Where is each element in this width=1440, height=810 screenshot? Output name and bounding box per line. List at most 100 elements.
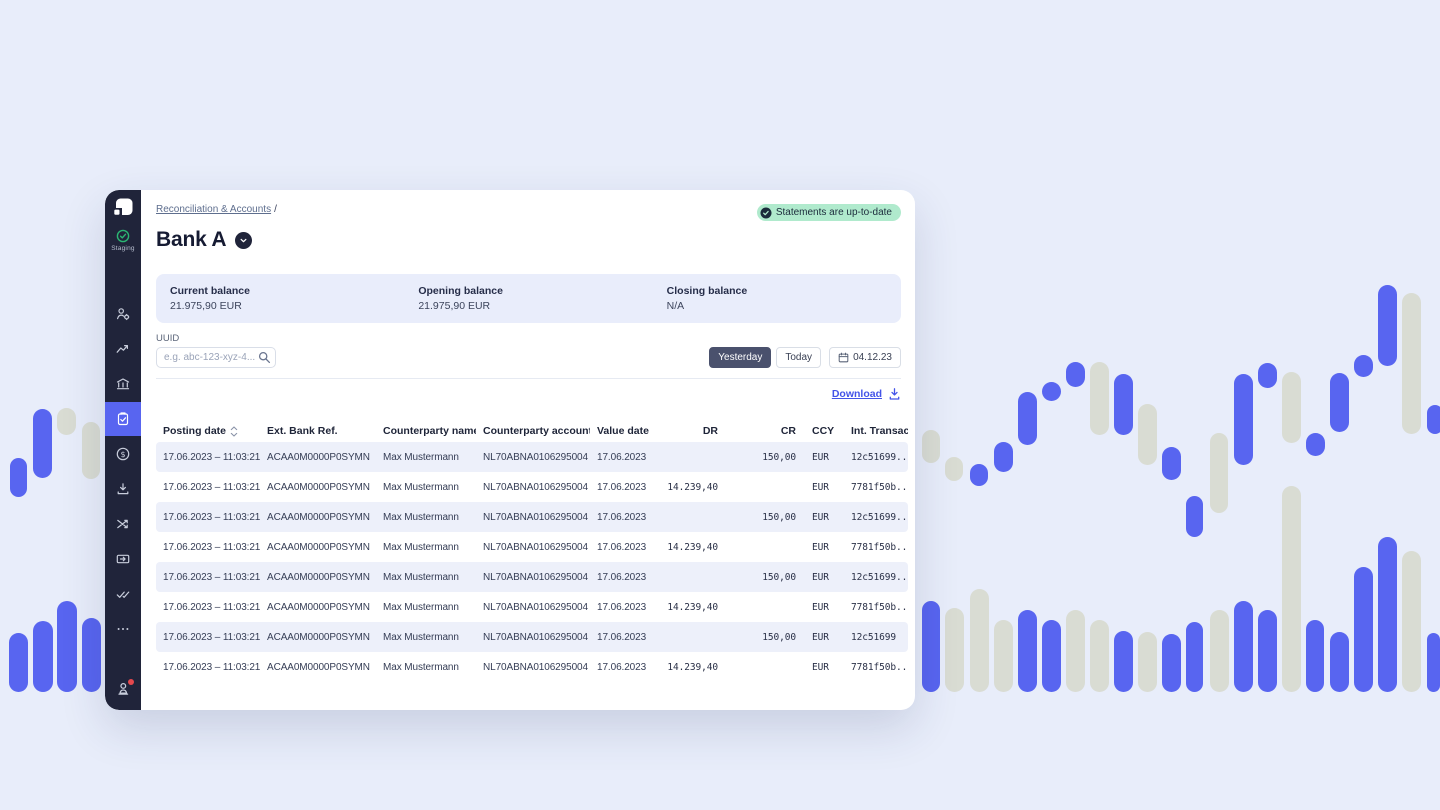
column-header: CR	[780, 425, 796, 437]
sidebar-item-analytics[interactable]	[115, 341, 131, 357]
decor-bar	[1210, 433, 1228, 513]
uuid-filter: UUID	[156, 333, 276, 368]
balance-panel: Current balance 21.975,90 EUR Opening bala…	[156, 274, 901, 323]
sidebar-item-user-settings[interactable]	[115, 306, 131, 322]
column-header: Value date	[597, 425, 649, 437]
cell-ext_bank_ref: ACAA0M0000P0SYMN	[267, 511, 370, 523]
download-tray-icon	[117, 483, 129, 495]
cell-value_date: 17.06.2023	[597, 541, 647, 553]
cell-counterparty_name: Max Mustermann	[383, 451, 459, 463]
badge-check-icon	[760, 207, 772, 218]
table-row[interactable]: 17.06.2023 – 11:03:21 ACAA0M0000P0SYMN Max…	[156, 502, 908, 532]
clipboard-check-icon	[117, 412, 129, 426]
date-picker-button[interactable]: 04.12.23	[829, 347, 901, 368]
balance-label: Current balance	[170, 285, 250, 297]
sidebar-item-more[interactable]	[115, 621, 131, 637]
cell-counterparty_account: NL70ABNA0106295004	[483, 571, 588, 583]
download-link[interactable]: Download	[832, 387, 901, 400]
decor-bar	[1018, 610, 1037, 692]
cell-posting_date: 17.06.2023 – 11:03:21	[163, 571, 260, 583]
cell-ccy: EUR	[812, 451, 829, 463]
date-picker-value: 04.12.23	[853, 352, 892, 363]
cell-int_transaction_id: 7781f50b...	[851, 661, 908, 673]
cell-dr: 14.239,40	[667, 541, 718, 553]
column-header: Int. Transaction I	[851, 425, 908, 437]
table-row[interactable]: 17.06.2023 – 11:03:21 ACAA0M0000P0SYMN Max…	[156, 622, 908, 652]
table-row[interactable]: 17.06.2023 – 11:03:21 ACAA0M0000P0SYMN Max…	[156, 592, 908, 622]
table-row[interactable]: 17.06.2023 – 11:03:21 ACAA0M0000P0SYMN Max…	[156, 532, 908, 562]
decor-bar	[82, 618, 101, 692]
sidebar-item-profile[interactable]	[115, 679, 134, 702]
staging-check-icon	[116, 229, 130, 243]
decor-bar	[1090, 620, 1109, 692]
sidebar-item-collections[interactable]	[115, 481, 131, 497]
trend-line-icon	[116, 345, 128, 353]
cell-ext_bank_ref: ACAA0M0000P0SYMN	[267, 661, 370, 673]
cell-counterparty_name: Max Mustermann	[383, 511, 459, 523]
sidebar-item-transfers[interactable]	[115, 516, 131, 532]
decor-bar	[1282, 372, 1301, 443]
cell-dr: 14.239,40	[667, 601, 718, 613]
decor-bar	[1378, 537, 1397, 692]
cell-counterparty_name: Max Mustermann	[383, 541, 459, 553]
sidebar-item-bank-accounts[interactable]	[115, 376, 131, 392]
profile-icon	[117, 682, 128, 695]
download-icon	[889, 388, 900, 400]
cell-int_transaction_id: 7781f50b...	[851, 541, 908, 553]
range-yesterday-button[interactable]: Yesterday	[709, 347, 772, 368]
balance-label: Closing balance	[666, 285, 748, 297]
breadcrumb-separator: /	[274, 204, 277, 215]
divider	[156, 378, 901, 379]
calendar-icon	[838, 352, 849, 363]
cell-value_date: 17.06.2023	[597, 481, 647, 493]
decor-bar	[33, 621, 53, 692]
app-window: Staging $	[105, 190, 915, 710]
cell-int_transaction_id: 12c51699...	[851, 451, 908, 463]
decor-bar	[1306, 433, 1325, 456]
cell-value_date: 17.06.2023	[597, 601, 647, 613]
sidebar-item-approvals[interactable]	[115, 586, 131, 602]
cell-ccy: EUR	[812, 511, 829, 523]
decor-bar	[1162, 447, 1181, 480]
cell-counterparty_name: Max Mustermann	[383, 661, 459, 673]
decor-bar	[1138, 632, 1157, 692]
column-header: DR	[702, 425, 718, 437]
table-row[interactable]: 17.06.2023 – 11:03:21 ACAA0M0000P0SYMN Max…	[156, 652, 908, 682]
cell-counterparty_account: NL70ABNA0106295004	[483, 511, 588, 523]
sidebar-item-reconciliation[interactable]	[105, 402, 141, 436]
balance-value: 21.975,90 EUR	[418, 300, 491, 312]
cell-dr: 14.239,40	[667, 661, 718, 673]
table-row[interactable]: 17.06.2023 – 11:03:21 ACAA0M0000P0SYMN Max…	[156, 562, 908, 592]
sidebar-item-payouts[interactable]	[115, 551, 131, 567]
bank-icon	[116, 378, 130, 390]
app-logo-icon	[112, 197, 134, 224]
breadcrumb-link[interactable]: Reconciliation & Accounts	[156, 204, 272, 215]
svg-text:$: $	[120, 450, 125, 459]
decor-bar	[1354, 567, 1373, 692]
bank-selector-button[interactable]	[235, 231, 253, 249]
column-header[interactable]: Posting date	[156, 425, 260, 437]
cell-posting_date: 17.06.2023 – 11:03:21	[163, 601, 260, 613]
sort-icon	[230, 425, 238, 437]
cell-ext_bank_ref: ACAA0M0000P0SYMN	[267, 631, 370, 643]
cell-posting_date: 17.06.2023 – 11:03:21	[163, 481, 260, 493]
cell-cr: 150,00	[762, 511, 796, 523]
decor-bar	[9, 633, 28, 692]
sidebar-item-payments[interactable]: $	[115, 446, 131, 462]
uuid-search-input[interactable]	[156, 347, 276, 368]
cell-counterparty_name: Max Mustermann	[383, 631, 459, 643]
cell-posting_date: 17.06.2023 – 11:03:21	[163, 541, 260, 553]
sidebar-nav: $	[105, 306, 141, 637]
cell-counterparty_account: NL70ABNA0106295004	[483, 631, 588, 643]
decor-bar	[1066, 610, 1085, 692]
cell-counterparty_account: NL70ABNA0106295004	[483, 661, 588, 673]
cell-counterparty_account: NL70ABNA0106295004	[483, 451, 588, 463]
range-today-button[interactable]: Today	[776, 347, 822, 368]
cell-cr: 150,00	[762, 571, 796, 583]
table-row[interactable]: 17.06.2023 – 11:03:21 ACAA0M0000P0SYMN Max…	[156, 472, 908, 502]
cell-ccy: EUR	[812, 601, 829, 613]
table-row[interactable]: 17.06.2023 – 11:03:21 ACAA0M0000P0SYMN Max…	[156, 442, 908, 472]
decor-bar	[10, 458, 27, 497]
decor-bar	[970, 589, 989, 692]
uuid-label: UUID	[156, 333, 180, 344]
